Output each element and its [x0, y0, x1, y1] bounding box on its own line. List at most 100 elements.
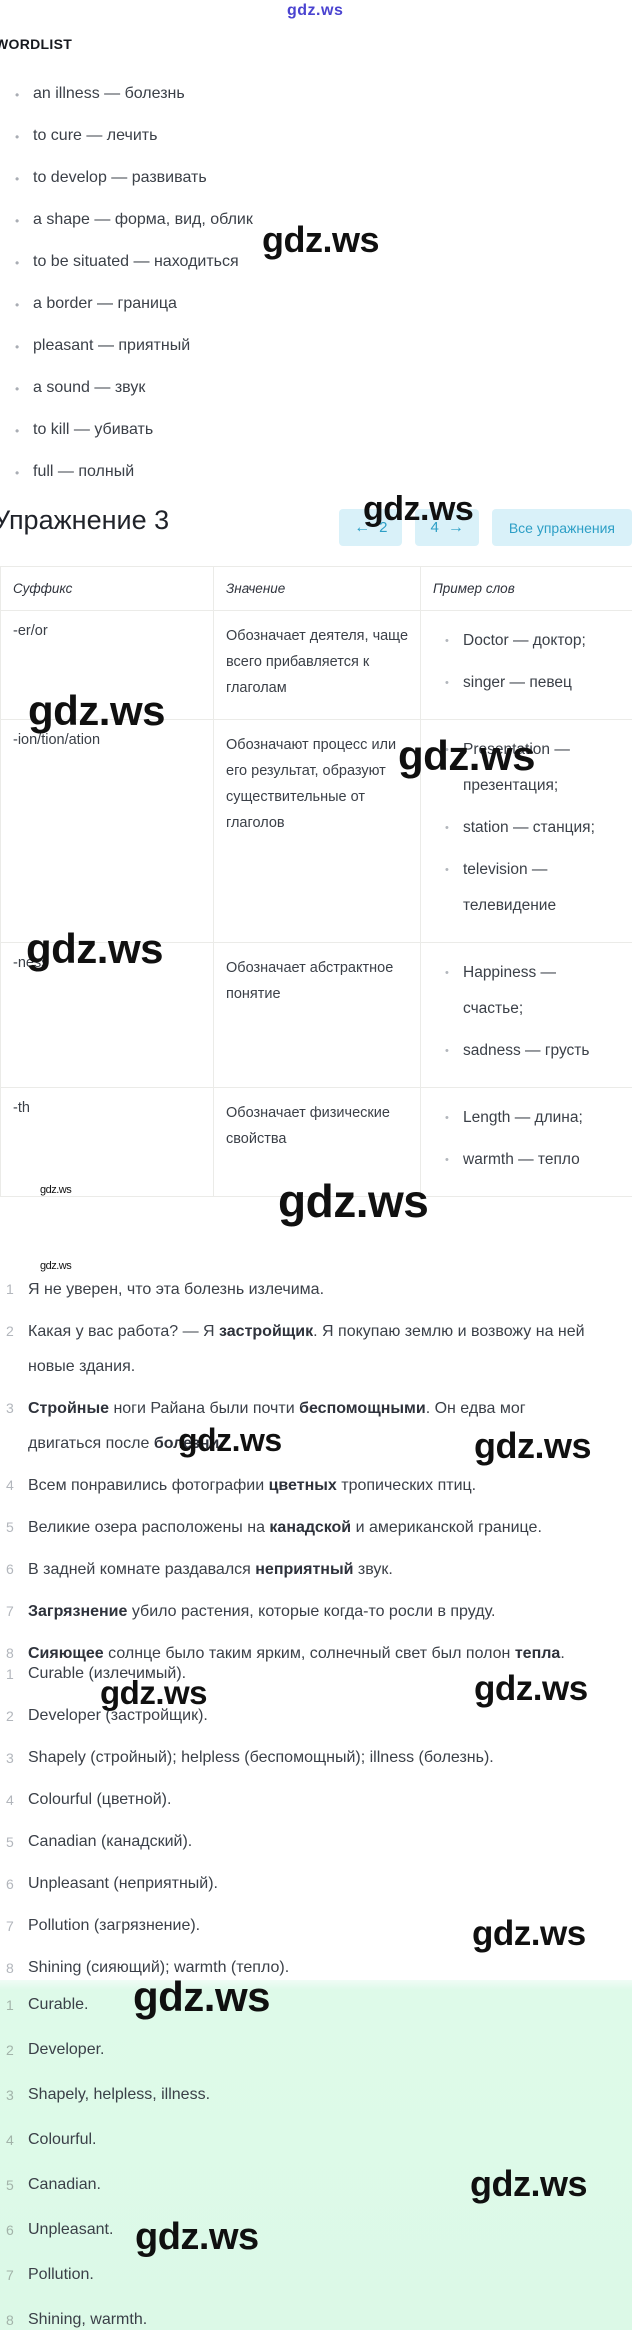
gdz-watermark: gdz.ws — [135, 2218, 259, 2256]
list-number: 2 — [6, 1314, 14, 1349]
short-answer-item-text: Shining, warmth. — [28, 2311, 147, 2328]
short-answer-item-text: Shapely, helpless, illness. — [28, 2086, 210, 2103]
example-list: Doctor — доктор; singer — певец — [433, 623, 620, 701]
table-header-row: Суффикс Значение Пример слов — [1, 567, 632, 611]
example-item: Doctor — доктор; — [433, 623, 618, 659]
answer-item-text: Unpleasant (неприятный). — [28, 1875, 218, 1892]
table-cell: Happiness — счастье; sadness — грусть — [421, 943, 632, 1088]
list-number: 1 — [6, 1660, 14, 1688]
list-number: 4 — [6, 1786, 14, 1814]
short-answer-item: 2 Developer. — [0, 2035, 620, 2065]
wordlist: an illness — болезньto cure — лечитьto d… — [0, 84, 420, 504]
column-header-meaning: Значение — [214, 567, 421, 611]
answer-item-text: Canadian (канадский). — [28, 1833, 192, 1850]
example-item: singer — певец — [433, 665, 618, 701]
wordlist-item: a border — граница — [0, 294, 420, 314]
short-answer-item-text: Pollution. — [28, 2266, 94, 2283]
list-number: 1 — [6, 1272, 14, 1307]
list-number: 3 — [6, 1744, 14, 1772]
short-answer-item: 8 Shining, warmth. — [0, 2305, 620, 2335]
example-item: warmth — тепло — [433, 1142, 618, 1178]
wordlist-item: an illness — болезнь — [0, 84, 420, 104]
sentence-item: 4 Всем понравились фотографии цветных тро… — [0, 1468, 600, 1503]
table-cell: Length — длина; warmth — тепло — [421, 1088, 632, 1197]
sentence-item-text: Какая у вас работа? — Я застройщик. Я по… — [28, 1323, 585, 1375]
site-logo: gdz.ws — [287, 2, 343, 20]
short-answer-item-text: Colourful. — [28, 2131, 96, 2148]
wordlist-item: full — полный — [0, 462, 420, 482]
sentence-item: 6 В задней комнате раздавался неприятный … — [0, 1552, 600, 1587]
example-item: television — телевидение — [433, 852, 618, 924]
short-answer-item: 6 Unpleasant. — [0, 2215, 620, 2245]
sentence-item-text: Великие озера расположены на канадской и… — [28, 1519, 542, 1536]
list-number: 5 — [6, 1828, 14, 1856]
answer-item-text: Colourful (цветной). — [28, 1791, 171, 1808]
short-answer-item-text: Curable. — [28, 1996, 88, 2013]
list-number: 5 — [6, 2170, 14, 2200]
example-item: station — станция; — [433, 810, 618, 846]
table-cell: Doctor — доктор; singer — певец — [421, 611, 632, 720]
gdz-watermark: gdz.ws — [133, 1976, 270, 2018]
wordlist-item: to kill — убивать — [0, 420, 420, 440]
list-number: 8 — [6, 1954, 14, 1982]
gdz-watermark: gdz.ws — [363, 492, 473, 526]
list-number: 1 — [6, 1990, 14, 2020]
wordlist-item: pleasant — приятный — [0, 336, 420, 356]
example-item: Length — длина; — [433, 1100, 618, 1136]
table-cell: -ion/tion/ation — [1, 720, 214, 943]
sentence-item-text: Загрязнение убило растения, которые когд… — [28, 1603, 495, 1620]
gdz-watermark: gdz.ws — [474, 1428, 591, 1464]
example-item: Happiness — счастье; — [433, 955, 618, 1027]
column-header-examples: Пример слов — [421, 567, 632, 611]
answer-item-text: Pollution (загрязнение). — [28, 1917, 200, 1934]
gdz-watermark: gdz.ws — [262, 222, 379, 258]
list-number: 7 — [6, 1912, 14, 1940]
gdz-watermark: gdz.ws — [278, 1178, 428, 1224]
gdz-watermark: gdz.ws — [470, 2166, 587, 2202]
sentence-item: 5 Великие озера расположены на канадской … — [0, 1510, 600, 1545]
list-number: 2 — [6, 2035, 14, 2065]
answer-item: 3 Shapely (стройный); helpless (беспомощн… — [0, 1744, 620, 1772]
list-number: 2 — [6, 1702, 14, 1730]
list-number: 6 — [6, 2215, 14, 2245]
answer-item: 4 Colourful (цветной). — [0, 1786, 620, 1814]
table-cell: Обозначает абстрактное понятие — [214, 943, 421, 1088]
wordlist-title: WORDLIST — [0, 36, 72, 52]
example-item: sadness — грусть — [433, 1033, 618, 1069]
column-header-suffix: Суффикс — [1, 567, 214, 611]
gdz-watermark: gdz.ws — [474, 1671, 588, 1706]
all-exercises-button[interactable]: Все упражнения — [492, 509, 632, 546]
list-number: 6 — [6, 1870, 14, 1898]
list-number: 6 — [6, 1552, 14, 1587]
list-number: 3 — [6, 2080, 14, 2110]
answer-item: 5 Canadian (канадский). — [0, 1828, 620, 1856]
example-list: Happiness — счастье; sadness — грусть — [433, 955, 620, 1069]
gdz-watermark: gdz.ws — [472, 1916, 586, 1951]
list-number: 3 — [6, 1391, 14, 1426]
list-number: 5 — [6, 1510, 14, 1545]
gdz-watermark: gdz.ws — [28, 690, 165, 732]
short-answer-item-text: Developer. — [28, 2041, 105, 2058]
sentence-item: 2 Какая у вас работа? — Я застройщик. Я п… — [0, 1314, 600, 1384]
answer-item-text: Shapely (стройный); helpless (беспомощны… — [28, 1749, 494, 1766]
gdz-watermark: gdz.ws — [40, 1185, 71, 1196]
table-cell: Обозначает деятеля, чаще всего прибавляе… — [214, 611, 421, 720]
sentence-item-text: В задней комнате раздавался неприятный з… — [28, 1561, 393, 1578]
example-list: Length — длина; warmth — тепло — [433, 1100, 620, 1178]
list-number: 8 — [6, 2305, 14, 2335]
list-number: 4 — [6, 1468, 14, 1503]
gdz-watermark: gdz.ws — [178, 1424, 282, 1456]
gdz-watermark: gdz.ws — [100, 1676, 207, 1709]
sentence-item-text: Всем понравились фотографии цветных троп… — [28, 1477, 476, 1494]
wordlist-item: to cure — лечить — [0, 126, 420, 146]
gdz-watermark: gdz.ws — [398, 735, 535, 777]
table-cell: Обозначают процесс или его результат, об… — [214, 720, 421, 943]
short-answer-item: 3 Shapely, helpless, illness. — [0, 2080, 620, 2110]
short-answer-item-text: Unpleasant. — [28, 2221, 113, 2238]
